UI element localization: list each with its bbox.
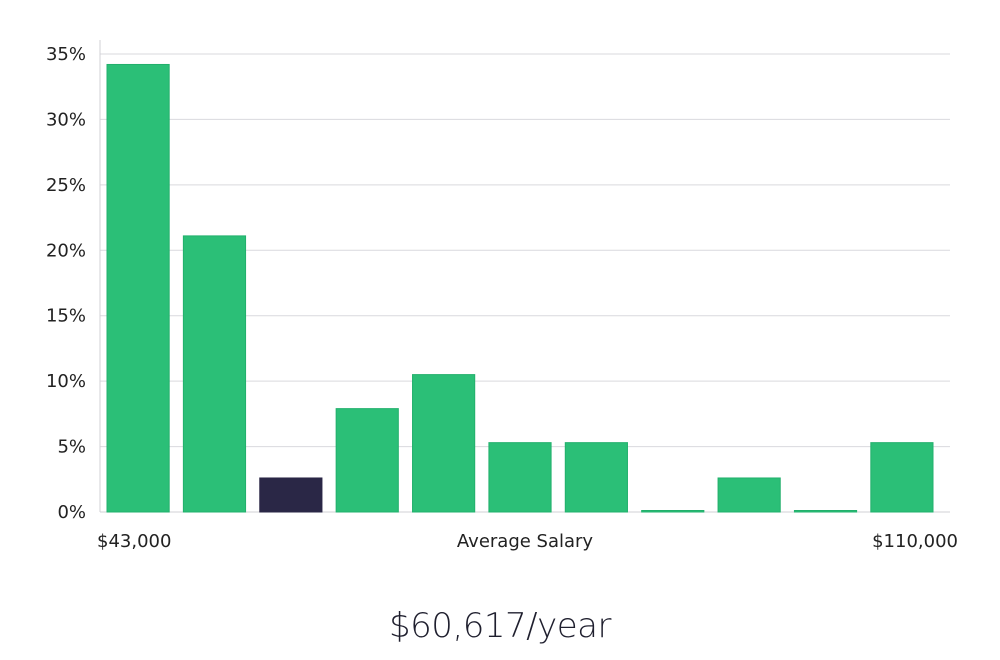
x-min-label: $43,000	[97, 531, 171, 552]
bar	[488, 442, 552, 513]
y-tick-label: 30%	[46, 109, 86, 130]
y-tick-label: 15%	[46, 306, 86, 327]
bar	[793, 510, 858, 513]
y-tick-label: 20%	[46, 240, 86, 261]
bar	[182, 235, 247, 513]
y-tick-label: 35%	[46, 44, 86, 65]
x-axis-title: Average Salary	[457, 531, 594, 552]
bars	[106, 63, 934, 513]
y-tick-label: 10%	[46, 371, 86, 392]
bar	[335, 408, 399, 513]
y-tick-label: 25%	[46, 175, 86, 196]
y-tick-label: 5%	[57, 437, 86, 458]
x-max-label: $110,000	[872, 531, 958, 552]
y-tick-label: 0%	[57, 502, 86, 523]
bar-highlight	[259, 477, 323, 513]
salary-histogram: 0% 5% 10% 15% 20% 25% 30% 35% $43,000 Average S…	[46, 40, 958, 552]
bar	[717, 477, 781, 513]
bar	[412, 374, 476, 513]
bar	[870, 442, 934, 513]
bar	[564, 442, 628, 513]
y-axis-ticks: 0% 5% 10% 15% 20% 25% 30% 35%	[46, 44, 86, 523]
bar	[641, 510, 705, 513]
bar	[106, 63, 170, 513]
average-salary-summary: $60,617/year	[389, 606, 611, 646]
